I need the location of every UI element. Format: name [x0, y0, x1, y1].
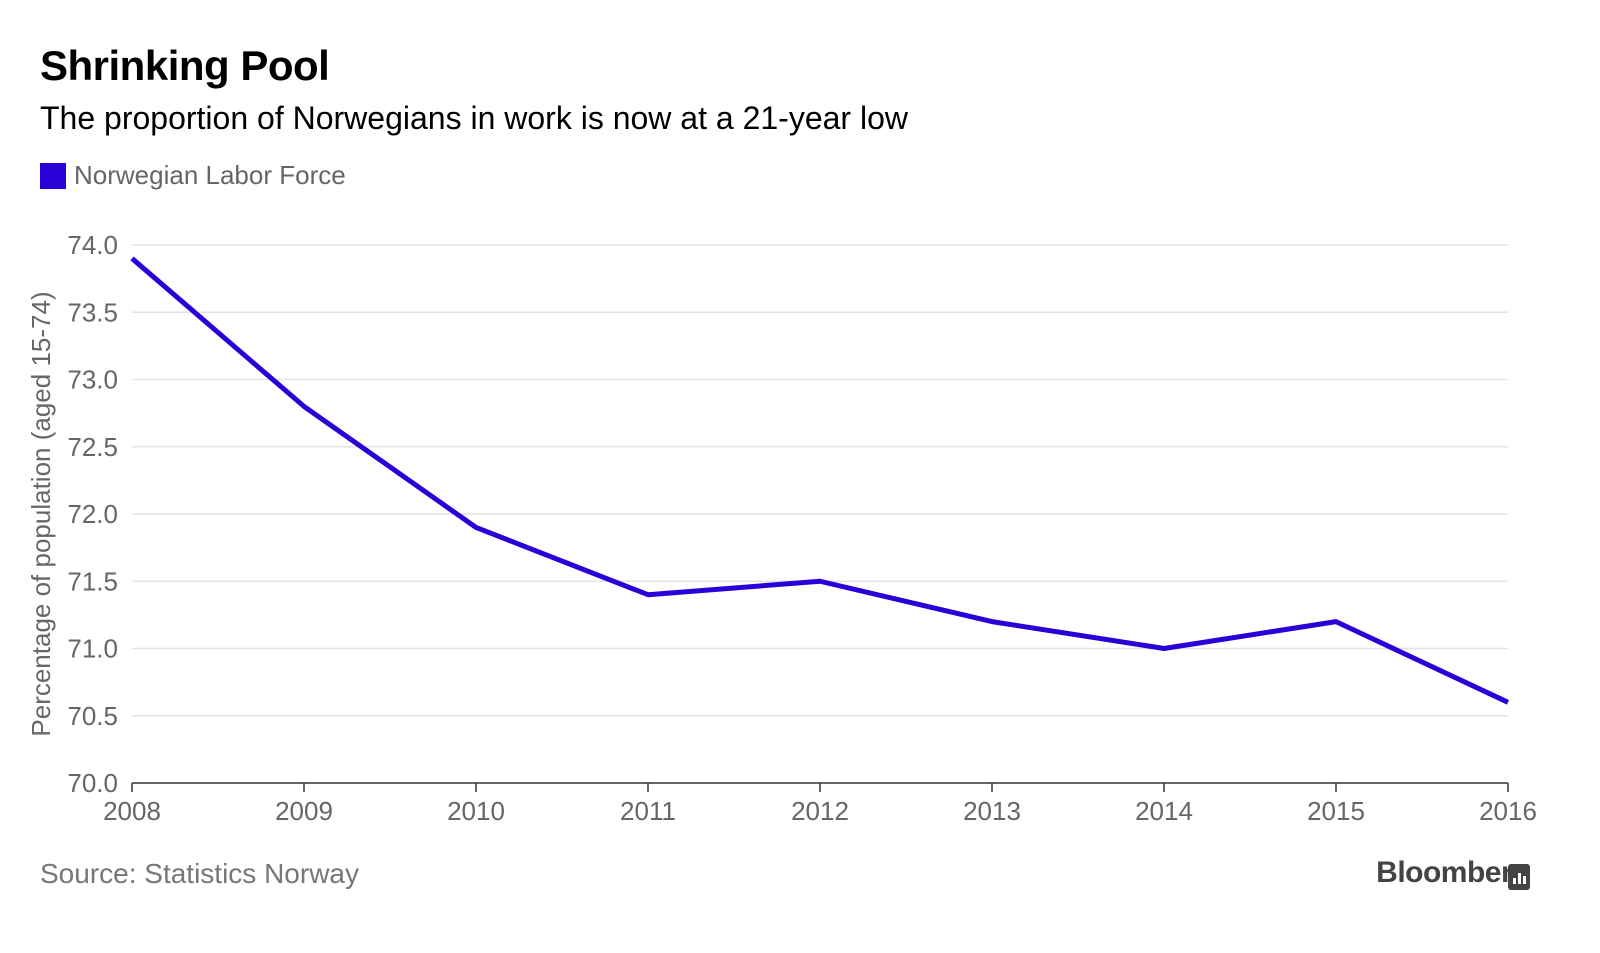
y-tick-label: 71.0 [67, 634, 118, 664]
x-tick-label: 2013 [963, 796, 1021, 826]
y-axis-label: Percentage of population (aged 15-74) [26, 291, 56, 736]
y-tick-label: 72.0 [67, 499, 118, 529]
legend-label: Norwegian Labor Force [74, 160, 346, 190]
y-tick-label: 71.5 [67, 566, 118, 596]
x-tick-label: 2008 [103, 796, 161, 826]
y-tick-label: 70.5 [67, 701, 118, 731]
x-tick-label: 2011 [620, 796, 676, 826]
brand-logo: Bloomberg [1376, 856, 1530, 889]
y-tick-label: 73.5 [67, 297, 118, 327]
legend: Norwegian Labor Force [40, 160, 346, 191]
x-tick-label: 2014 [1135, 796, 1193, 826]
x-tick-label: 2009 [275, 796, 333, 826]
series-line [130, 256, 1510, 705]
chart-title: Shrinking Pool [40, 42, 330, 89]
bloomberg-chart-icon [1508, 864, 1530, 890]
x-tick-label: 2010 [447, 796, 505, 826]
y-tick-label: 73.0 [67, 365, 118, 395]
chart-subtitle: The proportion of Norwegians in work is … [40, 100, 908, 136]
y-tick-label: 70.0 [67, 768, 118, 798]
x-tick-label: 2015 [1307, 796, 1365, 826]
y-tick-label: 72.5 [67, 432, 118, 462]
x-tick-label: 2012 [791, 796, 849, 826]
source-note: Source: Statistics Norway [40, 858, 359, 889]
x-tick-label: 2016 [1479, 796, 1537, 826]
y-tick-label: 74.0 [67, 230, 118, 260]
legend-swatch [40, 162, 66, 189]
